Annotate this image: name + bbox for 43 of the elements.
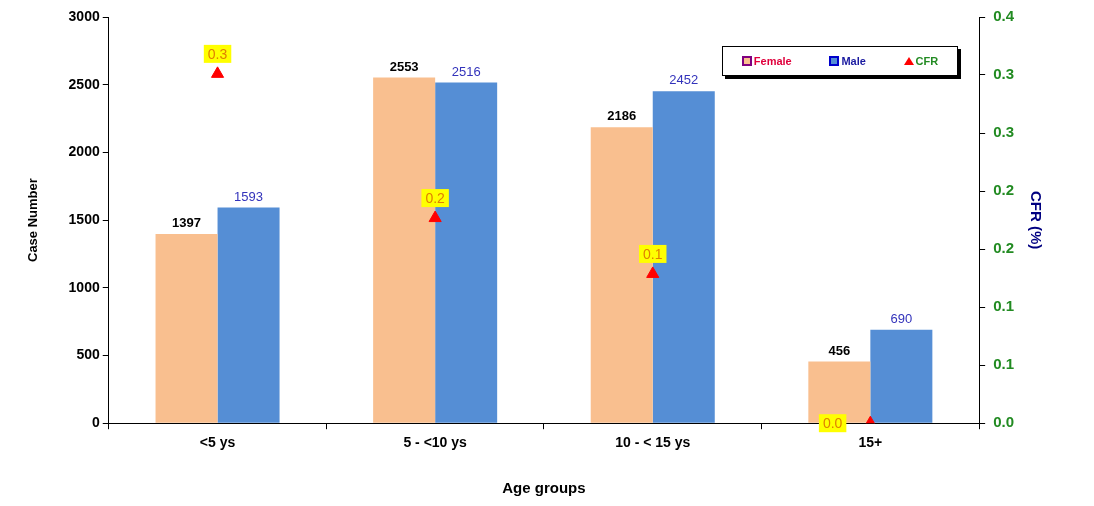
legend-label: Male bbox=[841, 55, 866, 67]
legend-label: CFR bbox=[915, 55, 939, 67]
point bbox=[428, 210, 442, 223]
y2-axis-title: CFR (%) bbox=[1027, 190, 1045, 250]
y-axis-title: Case Number bbox=[25, 178, 41, 263]
y-tick-label: 0 bbox=[91, 414, 100, 431]
bar bbox=[870, 329, 933, 423]
data-label: 690 bbox=[890, 310, 913, 326]
bar bbox=[217, 207, 280, 423]
y2-tick-label: 0.2 bbox=[993, 239, 1015, 257]
y2-tick-label: 0.0 bbox=[993, 413, 1015, 431]
x-tick-label: 15+ bbox=[858, 434, 883, 451]
data-label: 1593 bbox=[234, 188, 264, 204]
data-label: 1397 bbox=[172, 215, 201, 231]
bar bbox=[155, 234, 218, 423]
data-label: 2553 bbox=[389, 58, 419, 74]
point bbox=[646, 266, 660, 278]
y-tick-label: 2000 bbox=[68, 143, 100, 160]
data-label: 2452 bbox=[669, 72, 699, 88]
y2-tick-label: 0.3 bbox=[993, 65, 1015, 83]
y-tick-label: 2500 bbox=[68, 75, 100, 92]
x-tick-label: 10 - < 15 ys bbox=[615, 434, 691, 451]
y-tick-label: 3000 bbox=[68, 7, 100, 24]
y-tick-label: 1000 bbox=[68, 278, 100, 295]
data-label: 0.1 bbox=[643, 245, 663, 262]
y2-tick-label: 0.2 bbox=[993, 181, 1015, 199]
data-label: 0.2 bbox=[425, 189, 446, 206]
y2-tick-label: 0.4 bbox=[993, 7, 1015, 25]
point bbox=[210, 66, 225, 78]
x-tick-label: 5 - <10 ys bbox=[403, 434, 468, 451]
data-label: 0.3 bbox=[207, 45, 228, 62]
y2-tick-label: 0.1 bbox=[993, 297, 1015, 315]
y2-tick-label: 0.1 bbox=[993, 355, 1015, 373]
x-tick-label: <5 ys bbox=[199, 434, 236, 451]
x-axis-title: Age groups bbox=[502, 479, 586, 497]
legend-label: Female bbox=[753, 55, 792, 67]
y-tick-label: 1500 bbox=[68, 210, 100, 227]
data-label: 2516 bbox=[451, 63, 481, 79]
y-tick-label: 500 bbox=[76, 346, 100, 363]
y2-tick-label: 0.3 bbox=[993, 123, 1015, 141]
data-label: 456 bbox=[828, 342, 851, 358]
data-label: 2186 bbox=[607, 108, 637, 124]
data-label: 0.0 bbox=[822, 415, 843, 432]
